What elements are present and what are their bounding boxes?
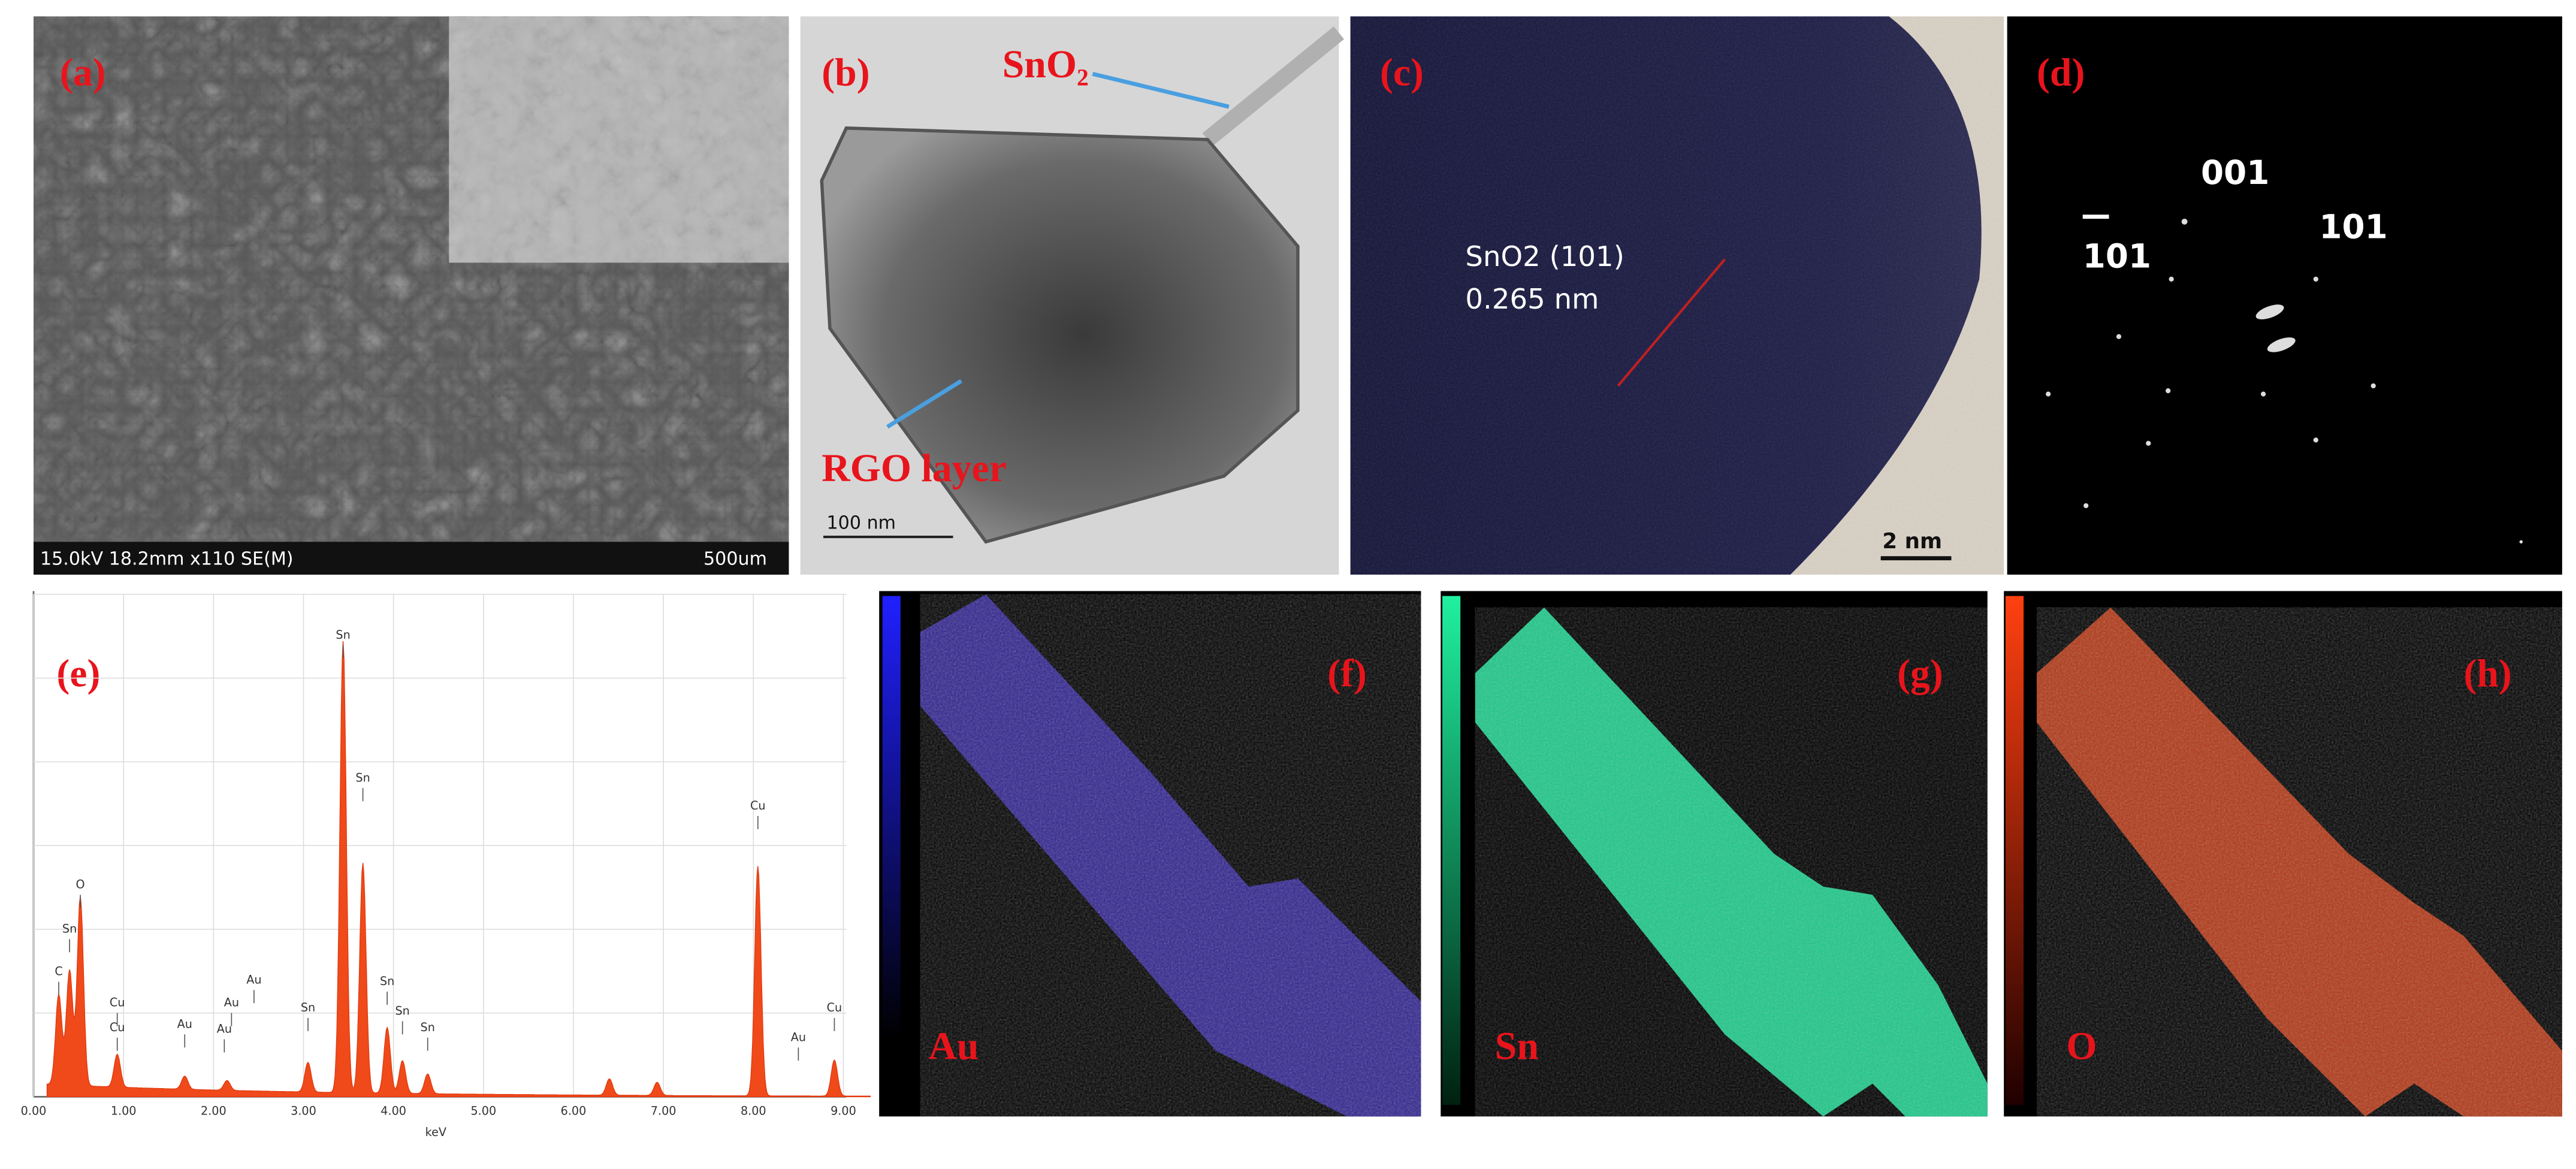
map-noise — [1475, 607, 1988, 1117]
x-axis-label: keV — [425, 1125, 446, 1139]
panel-label: (d) — [2037, 50, 2085, 94]
peak-label: Cu — [110, 996, 125, 1010]
scale-info: 15.0kV 18.2mm x110 SE(M) — [40, 549, 294, 570]
peak-label: Sn — [355, 771, 370, 784]
peak-label: O — [76, 877, 85, 891]
annotation: RGO layer — [822, 446, 1007, 490]
peak-label: Au — [791, 1030, 806, 1044]
panel-f: (f) Au — [879, 591, 1421, 1117]
diffraction-spots — [2046, 218, 2523, 543]
panel-label: (a) — [60, 50, 106, 94]
element-label: Au — [928, 1024, 979, 1068]
peak-label: C — [55, 965, 62, 978]
peak-label: Au — [224, 996, 239, 1010]
colorbar — [2005, 596, 2024, 1105]
x-tick-label: 0.00 — [21, 1104, 47, 1118]
x-tick-label: 9.00 — [831, 1104, 856, 1118]
x-tick-label: 5.00 — [470, 1104, 496, 1118]
lattice-marker — [1617, 258, 1726, 387]
peak-label: Sn — [395, 1004, 410, 1017]
scale-bar-label: 500um — [703, 549, 767, 570]
panel-g: (g) Sn — [1440, 591, 1988, 1117]
map-noise — [920, 594, 1421, 1117]
spot-label: 101 — [2319, 207, 2387, 246]
x-tick-label: 6.00 — [561, 1104, 587, 1118]
spot-label: 101 — [2083, 237, 2151, 276]
colorbar — [1442, 596, 1461, 1105]
peak-label: Sn — [301, 1001, 315, 1014]
spectrum — [46, 641, 871, 1098]
x-tick-label: 4.00 — [380, 1104, 406, 1118]
arrow — [886, 379, 963, 429]
panel-b: SnO₂ RGO layer 100 nm (b) — [800, 16, 1345, 575]
x-tick-label: 2.00 — [201, 1104, 227, 1118]
x-tick-label: 1.00 — [111, 1104, 137, 1118]
panel-label: (c) — [1380, 50, 1424, 94]
peak-label: Cu — [110, 1020, 125, 1034]
annotation: SnO₂ — [1002, 43, 1089, 86]
lattice-texture — [1350, 16, 2004, 575]
x-tick-label: 7.00 — [651, 1104, 677, 1118]
element-label: Sn — [1495, 1024, 1539, 1068]
map-noise — [2037, 607, 2562, 1117]
plane-label: SnO2 (101) — [1465, 240, 1624, 273]
colorbar — [882, 596, 901, 1040]
sno2-particle — [820, 126, 1300, 544]
sem-inset-texture — [449, 16, 789, 263]
saed-image — [2007, 16, 2562, 575]
nanowire — [1202, 26, 1345, 146]
scale-bar-label: 100 nm — [827, 512, 896, 533]
eds-background — [17, 587, 871, 1117]
panel-label: (f) — [1327, 651, 1367, 695]
panel-c: SnO2 (101) 0.265 nm 2 nm (c) — [1350, 16, 2004, 575]
panel-d: 001 101 101 (d) — [2007, 16, 2562, 575]
panel-label: (g) — [1897, 651, 1943, 695]
peak-label: Au — [217, 1022, 232, 1036]
panel-label: (h) — [2463, 651, 2511, 695]
spot-label: 001 — [2201, 153, 2269, 192]
peak-label: Au — [177, 1017, 192, 1031]
arrow — [1092, 71, 1230, 109]
info-bar — [34, 542, 789, 575]
peak-label: Sn — [62, 922, 77, 935]
panel-e: (e) keV 0.00 1.00 2.00 3.00 4.00 5.00 6.00 7.00… — [17, 587, 871, 1139]
panel-a: 15.0kV 18.2mm x110 SE(M) 500um (a) — [34, 16, 789, 575]
peak-label: Cu — [750, 799, 766, 812]
peak-label: Cu — [827, 1001, 842, 1014]
peak-label: Sn — [336, 628, 350, 642]
peak-label: Sn — [421, 1020, 435, 1034]
x-tick-label: 3.00 — [291, 1104, 316, 1118]
scale-bar-label: 2 nm — [1882, 529, 1942, 554]
panel-label: (b) — [822, 50, 869, 94]
spacing-label: 0.265 nm — [1465, 283, 1599, 315]
panel-h: (h) O — [2004, 591, 2562, 1117]
x-tick-label: 8.00 — [741, 1104, 766, 1118]
element-label: O — [2066, 1024, 2097, 1068]
panel-label: (e) — [56, 651, 100, 695]
peak-label: Sn — [380, 974, 394, 988]
peak-label: Au — [246, 972, 261, 986]
